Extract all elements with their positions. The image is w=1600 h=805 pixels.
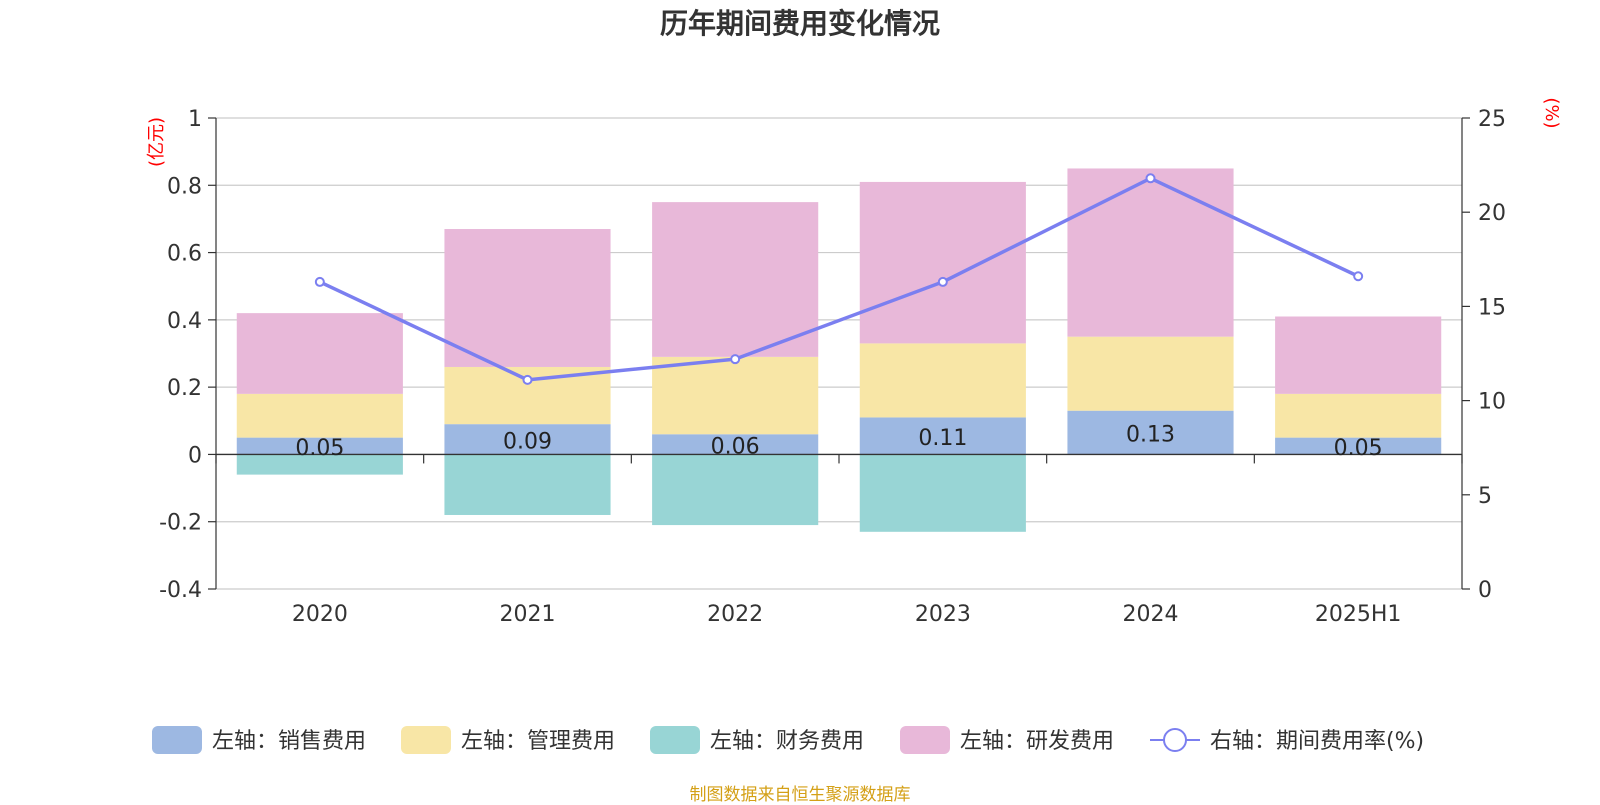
chart-title: 历年期间费用变化情况 <box>659 7 940 40</box>
line-point <box>937 276 948 287</box>
bar-segment <box>1275 437 1442 455</box>
bar-segment <box>859 343 1026 418</box>
right-tick-label: 15 <box>1478 295 1506 320</box>
bar-segment <box>652 434 819 455</box>
right-tick-label: 0 <box>1478 578 1492 603</box>
bar-segment <box>1067 168 1234 337</box>
line-series <box>314 173 1364 385</box>
left-tick-label: 1 <box>188 107 202 132</box>
data-label: 0.13 <box>1126 423 1175 448</box>
bar-segment <box>1067 410 1234 455</box>
bar-segment <box>652 202 819 357</box>
left-tick-label: 0.2 <box>167 376 202 401</box>
line-path <box>319 176 1359 382</box>
data-label: 0.09 <box>503 429 552 454</box>
left-tick-label: -0.2 <box>159 511 202 536</box>
legend-swatch <box>900 726 950 754</box>
legend: 左轴：销售费用 左轴：管理费用 左轴：财务费用 左轴：研发费用 右轴：期间费用率(%) <box>152 726 1424 754</box>
legend-swatch <box>401 726 451 754</box>
right-axis-unit: (%) <box>1541 97 1562 128</box>
left-tick-label: 0.6 <box>167 242 202 267</box>
right-tick-label: 10 <box>1478 390 1506 415</box>
legend-marker <box>1163 728 1187 752</box>
legend-label: 右轴：期间费用率(%) <box>1210 729 1424 754</box>
bar-segment <box>444 424 611 455</box>
line-point <box>522 374 533 385</box>
left-tick-label: -0.4 <box>159 578 202 603</box>
data-label: 0.05 <box>295 436 344 461</box>
x-tick-label: 2020 <box>292 602 348 627</box>
bar-segment <box>859 417 1026 455</box>
bar-segment <box>859 181 1026 344</box>
bar-segment <box>652 454 819 526</box>
bar-series <box>236 168 1442 532</box>
bar-segment <box>444 229 611 367</box>
right-tick-label: 25 <box>1478 107 1506 132</box>
x-tick-label: 2023 <box>915 602 971 627</box>
data-labels: 0.05 0.09 0.06 0.11 0.13 0.05 <box>295 423 1382 461</box>
x-tick-label: 2021 <box>500 602 556 627</box>
legend-label: 左轴：管理费用 <box>461 729 615 754</box>
legend-label: 左轴：研发费用 <box>960 729 1114 754</box>
bar-segment <box>652 356 819 435</box>
x-tick-label: 2024 <box>1123 602 1179 627</box>
data-label: 0.05 <box>1334 436 1383 461</box>
data-label: 0.06 <box>711 434 760 459</box>
legend-label: 左轴：财务费用 <box>710 729 864 754</box>
line-point <box>730 354 741 365</box>
bar-segment <box>1275 316 1442 394</box>
bar-segment <box>236 393 403 438</box>
line-point <box>1353 271 1364 282</box>
right-tick-label: 20 <box>1478 201 1506 226</box>
bar-segment <box>859 454 1026 532</box>
source-note: 制图数据来自恒生聚源数据库 <box>689 785 911 805</box>
bar-segment <box>1275 393 1442 438</box>
left-tick-label: 0.4 <box>167 309 202 334</box>
left-tick-label: 0.8 <box>167 174 202 199</box>
bar-segment <box>236 313 403 394</box>
bar-segment <box>1067 336 1234 411</box>
left-tick-label: 0 <box>188 443 202 468</box>
bar-segment <box>236 437 403 455</box>
axes: 1 0.8 0.6 0.4 0.2 0 -0.2 -0.4 25 20 15 10 5 0 (亿元) (%) 2… <box>146 97 1562 627</box>
left-axis-unit: (亿元) <box>146 117 167 167</box>
data-label: 0.11 <box>918 426 967 451</box>
right-tick-label: 5 <box>1478 484 1492 509</box>
line-point <box>314 276 325 287</box>
bar-segment <box>444 454 611 515</box>
x-tick-label: 2025H1 <box>1315 602 1402 627</box>
legend-swatch <box>152 726 202 754</box>
bar-segment <box>236 454 403 475</box>
legend-label: 左轴：销售费用 <box>212 729 366 754</box>
line-point <box>1145 173 1156 184</box>
x-tick-label: 2022 <box>707 602 763 627</box>
legend-swatch <box>650 726 700 754</box>
